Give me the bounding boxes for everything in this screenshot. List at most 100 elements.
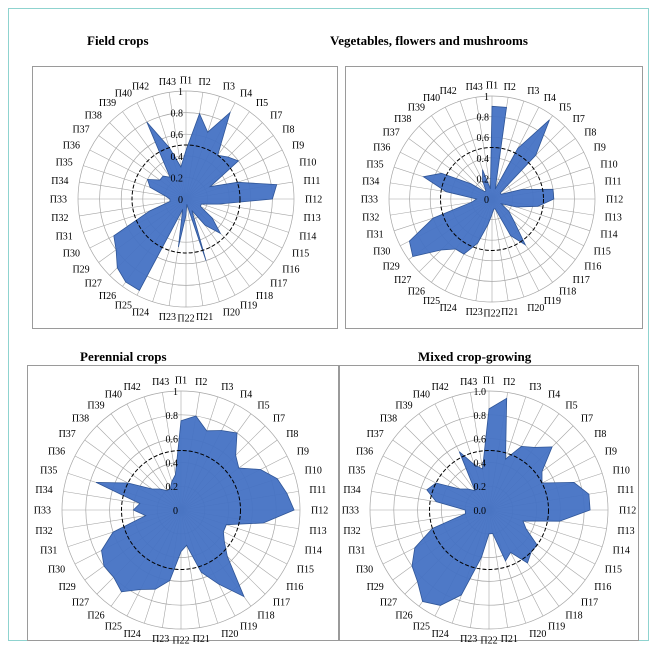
category-label: П13	[617, 526, 634, 537]
threshold-ring	[121, 450, 241, 570]
category-label: П21	[193, 634, 210, 645]
category-label: П40	[115, 89, 132, 100]
grid-spoke	[491, 198, 525, 298]
category-label: П5	[256, 98, 268, 109]
radial-tick-label: 0.4	[171, 152, 184, 163]
category-label: П20	[527, 303, 544, 314]
category-label: П12	[606, 195, 623, 206]
category-label: П15	[292, 249, 309, 260]
category-label: П12	[305, 195, 322, 206]
category-label: П36	[48, 447, 65, 458]
radial-tick-label: 0.6	[171, 130, 184, 141]
category-label: П34	[51, 176, 68, 187]
category-label: П11	[309, 485, 326, 496]
category-label: П31	[348, 546, 365, 557]
radial-tick-label: 0.2	[474, 482, 487, 493]
category-label: П22	[480, 636, 497, 647]
series-area	[408, 105, 555, 257]
category-label: П38	[72, 414, 89, 425]
radial-tick-label: 0.8	[171, 109, 184, 120]
category-label: П30	[48, 565, 65, 576]
category-label: П43	[466, 82, 483, 93]
category-label: П17	[573, 275, 590, 286]
category-label: П30	[356, 565, 373, 576]
category-label: П36	[356, 447, 373, 458]
category-label: П25	[115, 301, 132, 312]
category-label: П23	[159, 312, 176, 323]
category-label: П10	[613, 465, 630, 476]
category-label: П34	[343, 485, 360, 496]
category-label: П23	[460, 634, 477, 645]
category-label: П27	[72, 597, 89, 608]
radial-tick-label: 1.0	[474, 387, 487, 398]
category-label: П37	[383, 128, 400, 139]
category-label: П10	[299, 158, 316, 169]
category-label: П39	[395, 400, 412, 411]
category-label: П36	[373, 143, 390, 154]
category-label: П17	[581, 597, 598, 608]
category-label: П32	[51, 213, 68, 224]
category-label: П3	[221, 382, 233, 393]
category-label: П32	[343, 526, 360, 537]
category-label: П14	[299, 231, 316, 242]
category-label: П5	[257, 400, 269, 411]
category-label: П5	[559, 102, 571, 113]
radial-tick-label: 0.4	[474, 458, 487, 469]
category-label: П18	[559, 287, 576, 298]
grid-spoke	[431, 115, 493, 200]
category-label: П4	[240, 390, 252, 401]
category-label: П8	[286, 429, 298, 440]
category-label: П29	[72, 264, 89, 275]
category-label: П31	[40, 546, 57, 557]
category-label: П1	[486, 81, 498, 92]
radial-tick-label: 0.8	[474, 411, 487, 422]
category-label: П31	[366, 230, 383, 241]
category-label: П24	[432, 629, 449, 640]
category-label: П19	[544, 296, 561, 307]
category-label: П23	[466, 307, 483, 318]
category-label: П37	[59, 429, 76, 440]
chart-title-mixed-crop-growing: Mixed crop-growing	[418, 349, 532, 364]
category-label: П25	[105, 621, 122, 632]
category-label: П33	[34, 506, 51, 517]
category-label: П30	[63, 249, 80, 260]
radial-tick-label: 0.2	[477, 174, 490, 185]
category-label: П43	[152, 377, 169, 388]
category-label: П18	[256, 291, 273, 302]
category-label: П15	[297, 565, 314, 576]
category-label: П27	[380, 597, 397, 608]
category-label: П21	[501, 307, 518, 318]
category-label: П33	[50, 195, 67, 206]
category-label: П42	[132, 81, 149, 92]
category-label: П40	[105, 390, 122, 401]
category-label: П21	[501, 634, 518, 645]
category-label: П23	[152, 634, 169, 645]
category-label: П19	[240, 301, 257, 312]
category-label: П27	[85, 279, 102, 290]
category-label: П36	[63, 141, 80, 152]
category-label: П7	[270, 110, 282, 121]
category-label: П21	[196, 312, 213, 323]
category-label: П24	[132, 308, 149, 319]
radial-tick-label: 0.0	[474, 506, 487, 517]
category-label: П32	[362, 212, 379, 223]
grid-spoke	[185, 198, 236, 296]
threshold-ring	[429, 450, 549, 570]
category-label: П42	[432, 382, 449, 393]
category-label: П14	[613, 546, 630, 557]
category-label: П10	[305, 465, 322, 476]
category-label: П29	[367, 582, 384, 593]
category-label: П2	[195, 377, 207, 388]
category-label: П18	[565, 611, 582, 622]
category-label: П37	[72, 125, 89, 136]
category-label: П4	[544, 93, 556, 104]
category-label: П33	[342, 506, 359, 517]
category-label: П1	[180, 76, 192, 87]
radial-tick-label: 0.8	[477, 113, 490, 124]
category-label: П38	[85, 110, 102, 121]
category-label: П33	[361, 195, 378, 206]
category-label: П29	[383, 262, 400, 273]
